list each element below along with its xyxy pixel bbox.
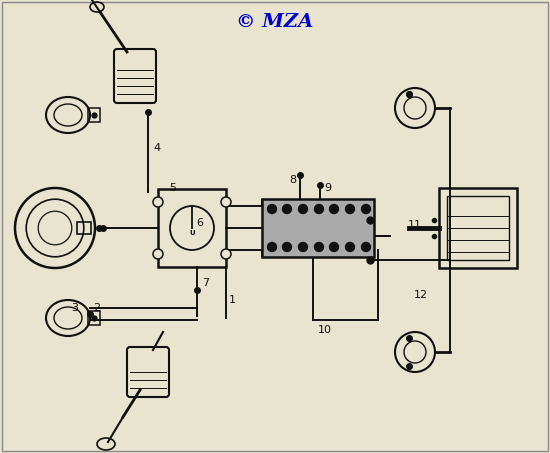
Circle shape (345, 204, 355, 213)
Bar (88, 311, 100, 325)
Circle shape (283, 242, 292, 251)
Circle shape (267, 204, 277, 213)
Text: U: U (189, 230, 195, 236)
Text: 11: 11 (408, 220, 422, 230)
Circle shape (153, 249, 163, 259)
Text: 2: 2 (93, 303, 100, 313)
Text: 4: 4 (153, 143, 160, 153)
Bar (439, 188, 517, 268)
Circle shape (221, 197, 231, 207)
Text: 12: 12 (414, 290, 428, 300)
Circle shape (329, 204, 338, 213)
Text: © MZA: © MZA (236, 13, 314, 31)
Circle shape (283, 204, 292, 213)
Circle shape (221, 249, 231, 259)
Text: 10: 10 (318, 325, 332, 335)
Text: 5: 5 (169, 183, 176, 193)
Circle shape (361, 242, 371, 251)
Circle shape (153, 197, 163, 207)
Text: 7: 7 (202, 278, 209, 288)
Bar (447, 196, 509, 260)
Circle shape (315, 242, 323, 251)
Circle shape (345, 242, 355, 251)
Circle shape (315, 204, 323, 213)
Circle shape (361, 204, 371, 213)
Text: 8: 8 (289, 175, 296, 185)
Bar (77, 222, 91, 234)
Text: 6: 6 (196, 218, 203, 228)
Circle shape (267, 242, 277, 251)
Text: 1: 1 (229, 295, 236, 305)
Circle shape (329, 242, 338, 251)
Bar (158, 189, 226, 267)
Circle shape (299, 204, 307, 213)
Text: 3: 3 (71, 303, 78, 313)
Bar (262, 199, 374, 257)
Bar (88, 108, 100, 122)
Text: 9: 9 (324, 183, 331, 193)
Circle shape (299, 242, 307, 251)
